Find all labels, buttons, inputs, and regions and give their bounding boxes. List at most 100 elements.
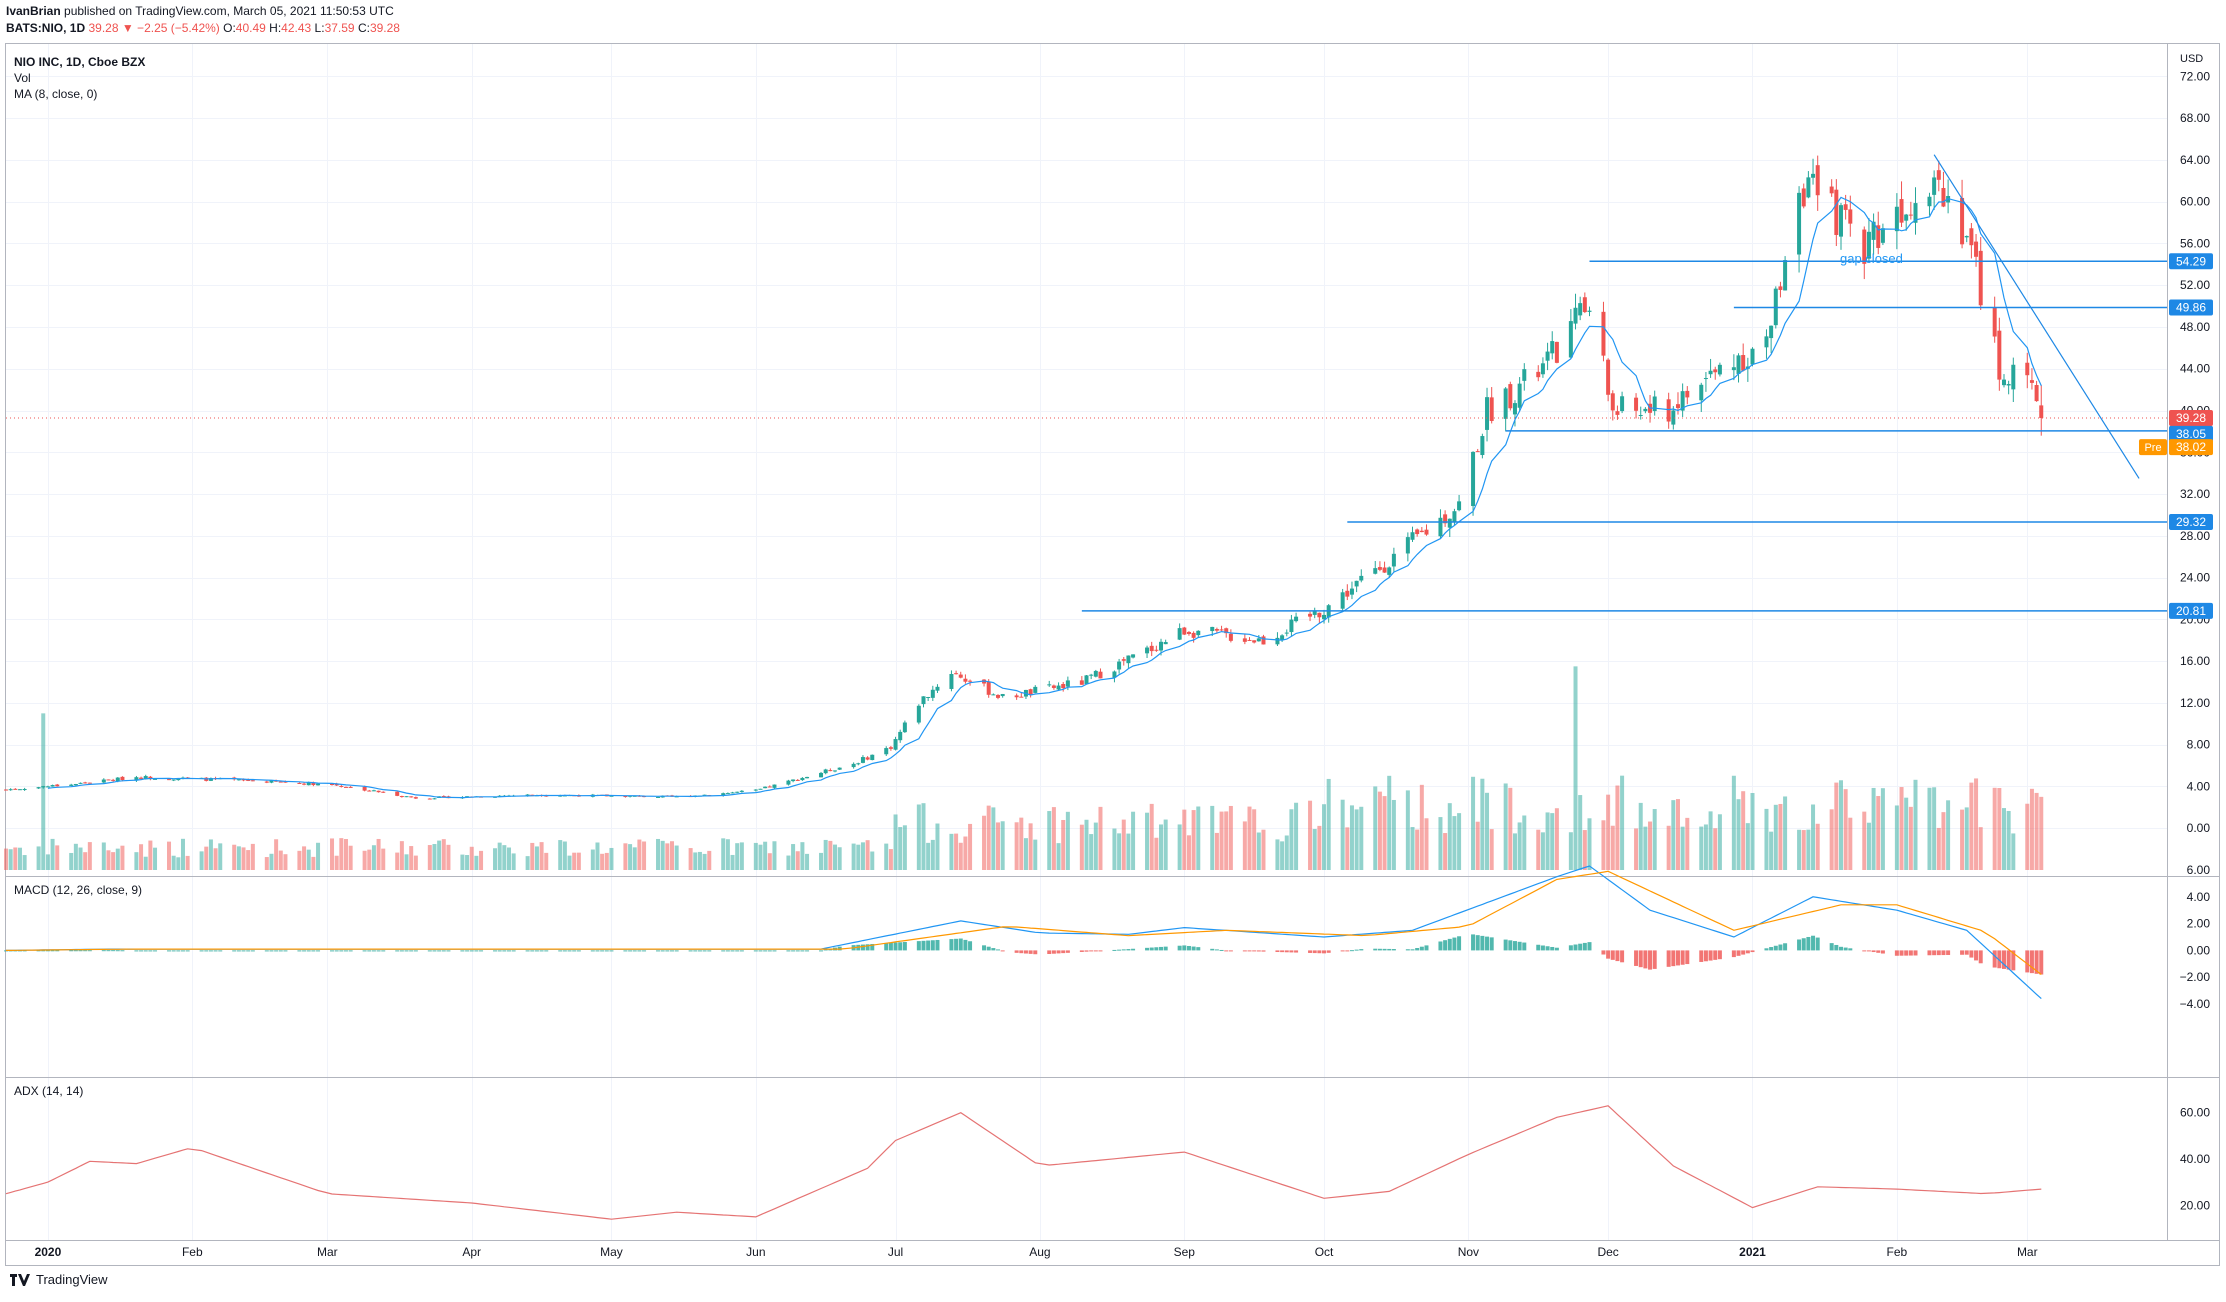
macd-histogram-bar bbox=[1419, 946, 1424, 951]
macd-histogram-bar bbox=[1908, 950, 1913, 956]
volume-bar bbox=[1252, 809, 1257, 870]
candle-body bbox=[1373, 568, 1378, 574]
volume-bar bbox=[665, 843, 670, 870]
volume-bar bbox=[1946, 800, 1951, 870]
macd-histogram-bar bbox=[493, 950, 498, 952]
volume-bar bbox=[669, 841, 674, 870]
candle-body bbox=[1969, 228, 1974, 246]
volume-bar bbox=[567, 855, 572, 870]
candle-body bbox=[236, 779, 241, 781]
macd-histogram-bar bbox=[1019, 950, 1024, 954]
macd-histogram-bar bbox=[1154, 947, 1159, 951]
footer-brand[interactable]: TradingView bbox=[36, 1272, 108, 1287]
candle-body bbox=[1554, 341, 1559, 363]
candle-body bbox=[404, 796, 409, 798]
candle-body bbox=[120, 776, 125, 781]
volume-bar bbox=[1648, 821, 1653, 870]
volume-bar bbox=[1620, 775, 1625, 870]
candle-body bbox=[1703, 378, 1708, 380]
macd-histogram-bar bbox=[153, 950, 158, 952]
candle-body bbox=[1065, 680, 1070, 687]
macd-histogram-bar bbox=[558, 950, 563, 952]
volume-bar bbox=[1261, 829, 1266, 870]
volume-bar bbox=[1503, 783, 1508, 870]
time-tick-label: Mar bbox=[2017, 1245, 2038, 1259]
candle-body bbox=[1079, 680, 1084, 685]
macd-histogram-bar bbox=[278, 950, 283, 952]
candle-body bbox=[1219, 629, 1224, 631]
macd-histogram-bar bbox=[502, 950, 507, 952]
ohlc-line: BATS:NIO, 1D 39.28 ▼ −2.25 (−5.42%) O:40… bbox=[6, 20, 400, 36]
macd-histogram-bar bbox=[1261, 950, 1266, 952]
volume-bar bbox=[404, 854, 409, 870]
candle-body bbox=[367, 790, 372, 792]
macd-histogram-bar bbox=[1284, 950, 1289, 953]
candle-body bbox=[1550, 341, 1555, 354]
candle-body bbox=[1871, 221, 1876, 240]
volume-bar bbox=[395, 852, 400, 870]
volume-bar bbox=[45, 854, 50, 870]
volume-bar bbox=[1079, 824, 1084, 870]
macd-histogram-bar bbox=[669, 950, 674, 952]
macd-histogram-bar bbox=[525, 950, 530, 952]
volume-bar bbox=[8, 849, 13, 870]
macd-histogram-bar bbox=[1601, 950, 1606, 955]
macd-histogram-bar bbox=[739, 950, 744, 952]
volume-bar bbox=[1960, 809, 1965, 870]
candle-body bbox=[1019, 696, 1024, 698]
volume-bar bbox=[1047, 811, 1052, 870]
macd-histogram-bar bbox=[1098, 950, 1103, 952]
volume-bar bbox=[1927, 787, 1932, 870]
macd-histogram-bar bbox=[539, 950, 544, 952]
macd-tick-label: 6.00 bbox=[2187, 863, 2211, 877]
macd-histogram-bar bbox=[474, 950, 479, 952]
volume-bar bbox=[1811, 804, 1816, 870]
volume-bar bbox=[1023, 838, 1028, 870]
volume-bar bbox=[1340, 799, 1345, 870]
candle-body bbox=[2025, 362, 2030, 376]
volume-bar bbox=[902, 825, 907, 870]
macd-histogram-bar bbox=[958, 938, 963, 951]
candle-body bbox=[111, 779, 116, 781]
price-label-box bbox=[2169, 439, 2213, 456]
support-resistance-lines[interactable] bbox=[6, 154, 2167, 612]
macd-histogram-bar bbox=[1606, 950, 1611, 959]
volume-bar bbox=[1708, 811, 1713, 870]
macd-histogram-bar bbox=[376, 950, 381, 952]
candle-body bbox=[371, 790, 376, 792]
candle-body bbox=[1736, 355, 1741, 374]
macd-tick-label: −4.00 bbox=[2180, 997, 2211, 1011]
price-label-box bbox=[2169, 602, 2213, 619]
macd-histogram-bar bbox=[1121, 949, 1126, 951]
volume-bar bbox=[1457, 813, 1462, 870]
time-tick-label: Mar bbox=[317, 1245, 338, 1259]
price-tick-label: 48.00 bbox=[2180, 320, 2210, 334]
candle-body bbox=[1578, 303, 1583, 316]
volume-bar bbox=[371, 845, 376, 870]
macd-histogram-bar bbox=[1946, 950, 1951, 955]
candle-body bbox=[381, 791, 386, 793]
macd-histogram-bar bbox=[604, 950, 609, 952]
candle-body bbox=[45, 786, 50, 788]
volume-bar bbox=[1415, 829, 1420, 870]
candle-body bbox=[805, 776, 810, 779]
macd-histogram-bar bbox=[656, 950, 661, 952]
macd-histogram-bar bbox=[106, 950, 111, 952]
author-name[interactable]: IvanBrian bbox=[6, 4, 61, 18]
macd-histogram-bar bbox=[236, 950, 241, 952]
low-value: 37.59 bbox=[324, 21, 355, 35]
macd-histogram-bar bbox=[1186, 945, 1191, 951]
macd-histogram-bar bbox=[534, 950, 539, 952]
macd-histogram-bar bbox=[888, 942, 893, 951]
candle-body bbox=[1675, 404, 1680, 409]
macd-histogram-bar bbox=[1308, 950, 1313, 953]
macd-histogram-bar bbox=[1829, 943, 1834, 951]
candle-body bbox=[208, 778, 213, 781]
volume-bar bbox=[1894, 805, 1899, 870]
legend-macd: MACD (12, 26, close, 9) bbox=[14, 883, 142, 897]
volume-bar bbox=[674, 845, 679, 870]
candle-body bbox=[8, 789, 13, 791]
volume-bar bbox=[143, 856, 148, 870]
candle-body bbox=[1256, 638, 1261, 642]
